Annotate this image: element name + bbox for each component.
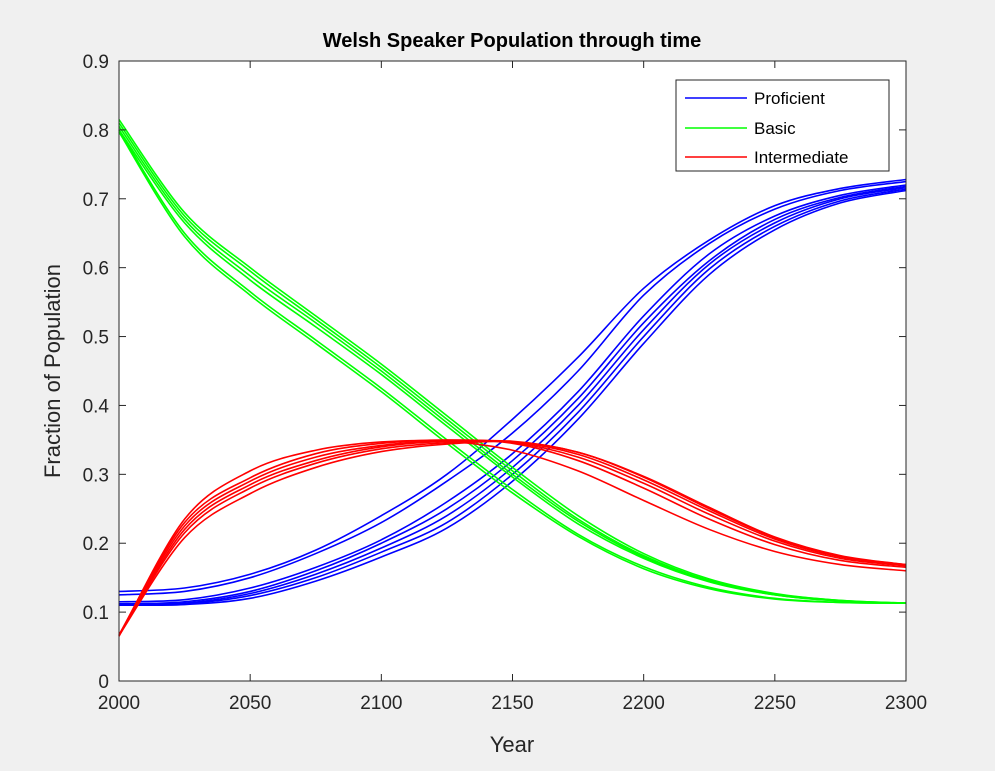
- legend-box: [675, 79, 890, 172]
- series-line-12: [118, 131, 907, 604]
- ticks-group: 2000 2050 2100 2150 2200 2250 2300 0 0.1 0.2 0.3 0.…: [83, 52, 928, 714]
- series-line-5: [118, 188, 907, 607]
- x-tick-label-5: 2250: [754, 693, 796, 714]
- y-tick-label-5: 0.5: [83, 328, 109, 349]
- y-tick-label-6: 0.6: [83, 259, 109, 280]
- x-axis-label: Year: [490, 732, 534, 757]
- legend-label-intermediate: Intermediate: [754, 148, 849, 167]
- x-tick-label-6: 2300: [885, 693, 927, 714]
- x-tick-label-0: 2000: [98, 693, 140, 714]
- series-line-1: [118, 180, 907, 596]
- series-line-0: [118, 178, 907, 593]
- y-tick-label-8: 0.8: [83, 121, 109, 142]
- chart-title: Welsh Speaker Population through time: [323, 30, 702, 52]
- series-line-10: [118, 129, 907, 604]
- y-tick-label-3: 0.3: [83, 465, 109, 486]
- y-tick-label-0: 0: [98, 672, 109, 693]
- legend-label-basic: Basic: [754, 119, 796, 138]
- legend-label-proficient: Proficient: [754, 89, 825, 108]
- series-line-4: [118, 186, 907, 607]
- y-tick-label-2: 0.2: [83, 534, 109, 555]
- y-tick-label-9: 0.9: [83, 52, 109, 73]
- x-tick-label-3: 2150: [491, 693, 533, 714]
- legend: Proficient Basic Intermediate: [675, 79, 890, 172]
- y-tick-label-7: 0.7: [83, 190, 109, 211]
- y-tick-label-1: 0.1: [83, 603, 109, 624]
- x-tick-label-4: 2200: [623, 693, 665, 714]
- series-line-3: [118, 185, 907, 605]
- series-line-17: [118, 440, 907, 636]
- y-tick-label-4: 0.4: [83, 396, 110, 417]
- series-line-18: [118, 439, 907, 637]
- x-tick-label-2: 2100: [360, 693, 402, 714]
- x-tick-label-1: 2050: [229, 693, 271, 714]
- series-group: [118, 119, 907, 637]
- y-axis-label: Fraction of Population: [40, 264, 65, 478]
